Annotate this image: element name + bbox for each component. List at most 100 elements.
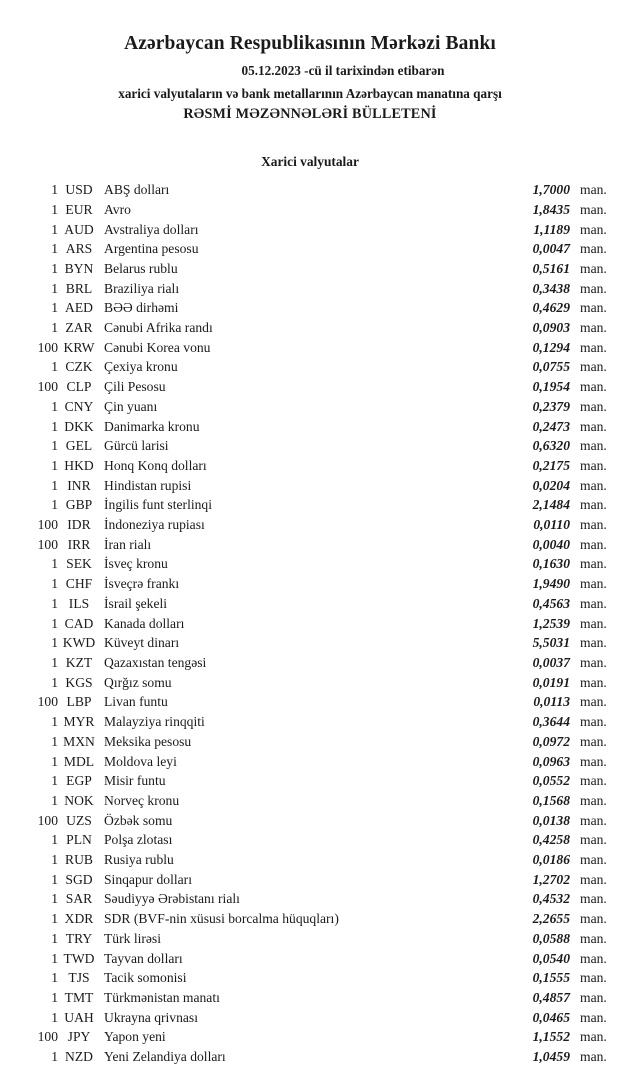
currency-code: EUR bbox=[65, 201, 93, 217]
currency-unit: 1 bbox=[51, 832, 58, 848]
currency-rate: 0,4629 bbox=[532, 300, 570, 316]
manat-unit-label: man. bbox=[580, 1029, 607, 1045]
currency-rate: 0,0138 bbox=[532, 812, 570, 828]
table-row: 1 BRL Braziliya rialı 0,3438 man. bbox=[0, 279, 620, 299]
currency-code: KWD bbox=[62, 635, 96, 651]
manat-unit-label: man. bbox=[580, 832, 607, 848]
currency-rate: 0,0755 bbox=[532, 359, 570, 375]
table-row: 1 INR Hindistan rupisi 0,0204 man. bbox=[0, 476, 620, 496]
currency-unit: 1 bbox=[51, 576, 58, 592]
currency-rate: 5,5031 bbox=[532, 635, 570, 651]
currency-unit: 1 bbox=[51, 852, 58, 868]
currency-name: Ukrayna qrivnası bbox=[104, 1009, 198, 1025]
currency-code: AUD bbox=[64, 221, 94, 237]
currency-rate: 1,2539 bbox=[532, 615, 570, 631]
manat-unit-label: man. bbox=[580, 773, 607, 789]
currency-unit: 100 bbox=[37, 339, 58, 355]
currency-unit: 1 bbox=[51, 773, 58, 789]
currency-rate: 0,0465 bbox=[532, 1009, 570, 1025]
table-row: 1 XDR SDR (BVF-nin xüsusi borcalma hüquqla… bbox=[0, 909, 620, 929]
currency-rate: 0,1954 bbox=[532, 379, 570, 395]
table-row: 1 ARS Argentina pesosu 0,0047 man. bbox=[0, 239, 620, 259]
currency-rate: 1,1189 bbox=[533, 221, 570, 237]
currency-rate: 1,8435 bbox=[532, 201, 570, 217]
manat-unit-label: man. bbox=[580, 339, 607, 355]
section-title-foreign-currencies: Xarici valyutalar bbox=[261, 154, 359, 170]
currency-unit: 1 bbox=[51, 398, 58, 414]
currency-code: SEK bbox=[66, 556, 92, 572]
currency-name: İran rialı bbox=[104, 536, 152, 552]
table-row: 1 CHF İsveçrə frankı 1,9490 man. bbox=[0, 574, 620, 594]
currency-unit: 100 bbox=[37, 694, 58, 710]
currency-code: CLP bbox=[66, 379, 92, 395]
manat-unit-label: man. bbox=[580, 221, 607, 237]
currency-code: DKK bbox=[64, 418, 94, 434]
bulletin-subject-line: xarici valyutaların və bank metallarının… bbox=[118, 85, 502, 101]
currency-code: ARS bbox=[65, 241, 93, 257]
manat-unit-label: man. bbox=[580, 812, 607, 828]
manat-unit-label: man. bbox=[580, 989, 607, 1005]
table-row: 1 SAR Səudiyyə Ərəbistanı rialı 0,4532 man. bbox=[0, 889, 620, 909]
table-row: 1 MDL Moldova leyi 0,0963 man. bbox=[0, 752, 620, 772]
currency-name: İsveç kronu bbox=[104, 556, 168, 572]
currency-rate: 0,1568 bbox=[532, 792, 570, 808]
currency-code: UAH bbox=[64, 1009, 94, 1025]
table-row: 1 EUR Avro 1,8435 man. bbox=[0, 200, 620, 220]
currency-name: Meksika pesosu bbox=[104, 733, 192, 749]
table-row: 1 GBP İngilis funt sterlinqi 2,1484 man. bbox=[0, 495, 620, 515]
manat-unit-label: man. bbox=[580, 930, 607, 946]
currency-unit: 1 bbox=[51, 300, 58, 316]
currency-rate: 0,4532 bbox=[532, 891, 570, 907]
exchange-rates-table: 1 USD ABŞ dolları 1,7000 man. 1 EUR Avro 1,8435 m… bbox=[0, 180, 620, 1067]
table-row: 1 KZT Qazaxıstan tengəsi 0,0037 man. bbox=[0, 653, 620, 673]
currency-unit: 1 bbox=[51, 182, 58, 198]
currency-rate: 2,2655 bbox=[532, 911, 570, 927]
manat-unit-label: man. bbox=[580, 792, 607, 808]
table-row: 1 TWD Tayvan dolları 0,0540 man. bbox=[0, 949, 620, 969]
table-row: 1 CNY Çin yuanı 0,2379 man. bbox=[0, 397, 620, 417]
currency-code: INR bbox=[67, 477, 91, 493]
currency-rate: 0,2175 bbox=[532, 457, 570, 473]
table-row: 1 AED BƏƏ dirhəmi 0,4629 man. bbox=[0, 298, 620, 318]
currency-code: JPY bbox=[67, 1029, 91, 1045]
currency-unit: 1 bbox=[51, 241, 58, 257]
currency-name: BƏƏ dirhəmi bbox=[104, 300, 179, 316]
manat-unit-label: man. bbox=[580, 1009, 607, 1025]
currency-unit: 1 bbox=[51, 556, 58, 572]
table-row: 1 NOK Norveç kronu 0,1568 man. bbox=[0, 791, 620, 811]
table-row: 1 SEK İsveç kronu 0,1630 man. bbox=[0, 554, 620, 574]
currency-name: Norveç kronu bbox=[104, 792, 180, 808]
currency-code: NOK bbox=[64, 792, 94, 808]
currency-name: Kanada dolları bbox=[104, 615, 185, 631]
currency-code: GEL bbox=[65, 438, 93, 454]
currency-name: Yeni Zelandiya dolları bbox=[104, 1049, 226, 1065]
currency-unit: 100 bbox=[37, 379, 58, 395]
manat-unit-label: man. bbox=[580, 1049, 607, 1065]
currency-unit: 1 bbox=[51, 438, 58, 454]
currency-name: Cənubi Afrika randı bbox=[104, 320, 213, 336]
currency-code: CAD bbox=[64, 615, 94, 631]
table-row: 1 HKD Honq Konq dolları 0,2175 man. bbox=[0, 456, 620, 476]
currency-unit: 1 bbox=[51, 753, 58, 769]
currency-rate: 0,0903 bbox=[532, 320, 570, 336]
currency-code: TWD bbox=[63, 950, 95, 966]
currency-rate: 1,1552 bbox=[532, 1029, 570, 1045]
currency-rate: 0,0552 bbox=[532, 773, 570, 789]
manat-unit-label: man. bbox=[580, 714, 607, 730]
table-row: 1 CAD Kanada dolları 1,2539 man. bbox=[0, 614, 620, 634]
currency-rate: 0,1630 bbox=[532, 556, 570, 572]
currency-code: LBP bbox=[66, 694, 92, 710]
table-row: 1 AUD Avstraliya dolları 1,1189 man. bbox=[0, 220, 620, 240]
currency-unit: 1 bbox=[51, 615, 58, 631]
currency-rate: 0,4857 bbox=[532, 989, 570, 1005]
currency-unit: 100 bbox=[37, 536, 58, 552]
currency-rate: 0,1555 bbox=[532, 970, 570, 986]
currency-name: İsrail şekeli bbox=[104, 595, 168, 611]
manat-unit-label: man. bbox=[580, 398, 607, 414]
currency-code: KZT bbox=[65, 655, 93, 670]
table-row: 100 JPY Yapon yeni 1,1552 man. bbox=[0, 1027, 620, 1047]
table-row: 1 MYR Malayziya rinqqiti 0,3644 man. bbox=[0, 712, 620, 732]
currency-name: Qırğız somu bbox=[104, 674, 172, 690]
table-row: 1 UAH Ukrayna qrivnası 0,0465 man. bbox=[0, 1008, 620, 1028]
currency-rate: 0,3438 bbox=[532, 280, 570, 296]
